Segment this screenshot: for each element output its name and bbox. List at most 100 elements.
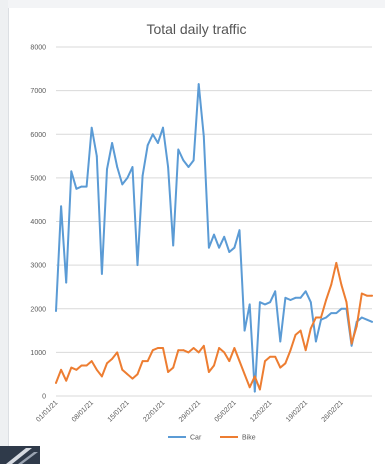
data-point-bike (187, 351, 190, 354)
data-point-bike (202, 344, 205, 347)
data-point-bike (366, 294, 368, 297)
data-point-bike (131, 377, 134, 380)
data-point-bike (238, 360, 241, 362)
data-point-car (243, 329, 246, 332)
data-point-car (157, 142, 159, 144)
y-tick-label: 5000 (30, 175, 46, 182)
data-point-bike (177, 349, 180, 352)
data-point-bike (325, 299, 328, 301)
data-point-bike (213, 364, 215, 367)
data-point-bike (340, 283, 343, 286)
series-line-bike (55, 261, 373, 391)
x-tick-label: 08/01/21 (71, 399, 95, 423)
data-point-bike (218, 347, 220, 349)
data-point-bike (299, 329, 302, 332)
chart-card[interactable]: Total daily traffic 0 1000 2000 3000 4000 500… (10, 9, 383, 446)
data-point-bike (284, 362, 287, 365)
data-point-car (126, 176, 129, 179)
data-point-bike (182, 349, 185, 352)
data-point-bike (335, 262, 338, 264)
data-point-car (253, 390, 256, 393)
data-point-car (146, 144, 149, 147)
data-point-car (187, 166, 190, 168)
data-point-car (208, 246, 210, 249)
data-point-bike (151, 349, 154, 352)
data-point-bike (121, 368, 124, 371)
y-tick-label: 4000 (30, 219, 46, 226)
data-point-bike (157, 347, 159, 349)
data-point-bike (355, 325, 358, 328)
data-point-bike (289, 349, 292, 352)
data-point-car (325, 316, 328, 319)
data-point-bike (253, 375, 256, 378)
data-point-bike (126, 373, 129, 376)
window-frame-left (0, 0, 9, 464)
data-point-bike (233, 347, 236, 349)
x-tick-label: 15/01/21 (107, 399, 131, 423)
data-point-car (70, 170, 73, 173)
data-point-bike (264, 360, 266, 362)
data-point-car (264, 303, 266, 306)
data-point-car (55, 310, 57, 312)
data-point-bike (80, 364, 83, 367)
data-point-bike (197, 351, 200, 354)
y-tick-label: 3000 (30, 263, 46, 270)
data-point-car (162, 126, 164, 129)
y-tick-label: 0 (42, 394, 46, 401)
data-point-car (350, 344, 353, 347)
data-point-bike (136, 373, 139, 376)
thumbnail-preview[interactable] (0, 446, 40, 464)
data-point-bike (192, 347, 195, 349)
data-point-car (248, 303, 251, 306)
data-point-bike (315, 316, 317, 319)
data-point-car (218, 246, 220, 249)
data-point-car (335, 312, 338, 315)
data-point-car (116, 166, 119, 168)
x-tick-label: 01/01/21 (35, 399, 59, 423)
window-frame-top (8, 0, 385, 8)
data-point-car (223, 235, 226, 238)
x-tick-label: 22/01/21 (142, 399, 166, 423)
data-point-car (228, 251, 231, 253)
y-tick-label: 6000 (30, 132, 46, 139)
data-point-bike (65, 379, 68, 382)
x-tick-label: 29/01/21 (178, 399, 202, 423)
data-point-bike (208, 371, 210, 373)
data-point-bike (269, 355, 271, 358)
data-point-car (360, 316, 363, 319)
data-point-car (289, 299, 292, 301)
data-point-bike (258, 388, 261, 391)
legend-label-car: Car (190, 435, 202, 442)
data-point-bike (243, 373, 246, 376)
data-point-car (192, 159, 195, 162)
data-point-car (233, 246, 236, 249)
app-thumbnail-icon (6, 448, 38, 464)
data-point-car (330, 312, 333, 315)
data-point-bike (172, 366, 175, 369)
data-point-car (90, 126, 93, 129)
data-point-car (258, 301, 261, 304)
data-point-car (315, 340, 317, 343)
data-point-car (80, 185, 83, 188)
data-point-bike (279, 366, 282, 369)
data-point-car (340, 307, 343, 310)
data-point-car (320, 318, 322, 321)
y-tick-label: 1000 (30, 350, 46, 357)
data-point-car (121, 183, 124, 186)
data-point-bike (167, 371, 170, 373)
data-point-bike (248, 386, 251, 389)
data-point-car (366, 318, 368, 321)
legend-label-bike: Bike (242, 435, 256, 442)
data-point-car (65, 281, 68, 284)
data-point-car (177, 148, 180, 151)
data-point-car (151, 133, 154, 136)
data-point-car (172, 244, 175, 247)
data-point-bike (330, 283, 333, 286)
data-point-bike (360, 292, 363, 295)
data-point-car (167, 166, 170, 168)
data-point-car (304, 290, 307, 293)
data-point-bike (320, 316, 322, 319)
data-point-bike (345, 301, 348, 304)
data-point-car (197, 83, 200, 85)
data-point-bike (350, 342, 353, 345)
